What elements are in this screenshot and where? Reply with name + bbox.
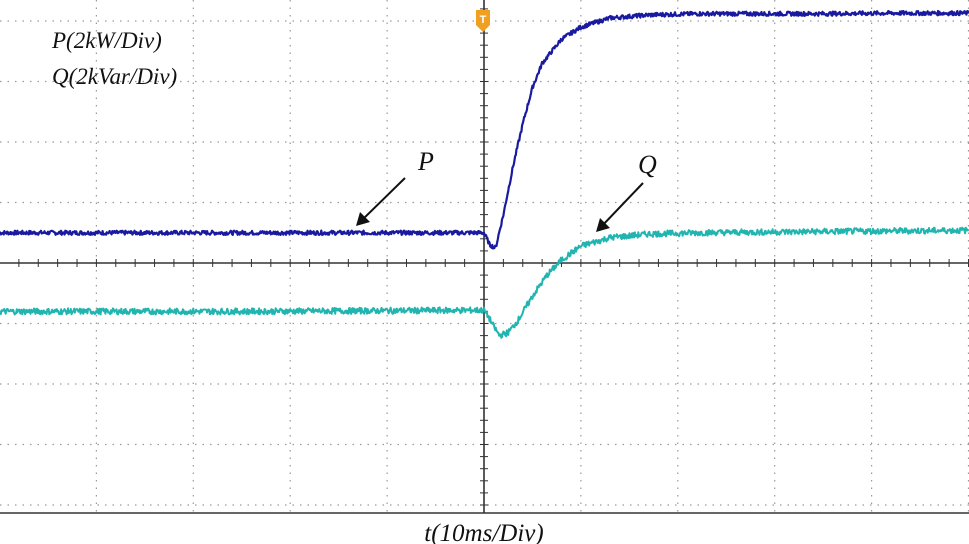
annotation-p-arrow	[359, 177, 406, 223]
scale-label-p: P(2kW/Div)	[51, 28, 162, 53]
series-q-trace	[0, 226, 969, 339]
trigger-marker: T	[476, 10, 490, 32]
trigger-marker-label: T	[480, 14, 487, 26]
x-axis-label: t(10ms/Div)	[424, 520, 543, 544]
series-layer	[0, 9, 969, 339]
annotation-p-label: P	[417, 147, 434, 176]
annotation-p-arrowhead	[356, 212, 370, 226]
annotation-q-arrow	[599, 182, 644, 229]
annotation-q-label: Q	[638, 150, 657, 179]
annotation-q-arrowhead	[596, 218, 610, 232]
scale-label-q: Q(2kVar/Div)	[52, 64, 177, 89]
trigger-marker-shape	[476, 10, 490, 32]
series-p-trace	[0, 9, 969, 250]
